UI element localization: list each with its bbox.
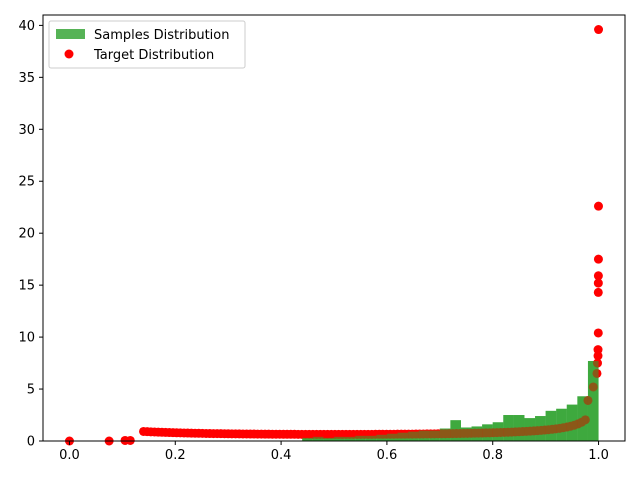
histogram-bar-overlay — [524, 418, 536, 441]
histogram-bar-overlay — [408, 431, 419, 441]
target-point — [125, 435, 135, 445]
histogram-bar-overlay — [302, 437, 313, 441]
histogram-bar-overlay — [503, 415, 514, 441]
histogram-bar-overlay — [429, 430, 440, 441]
y-tick-label: 0 — [27, 435, 35, 450]
histogram-bar-overlay — [323, 437, 334, 441]
histogram-bar-overlay — [312, 436, 324, 441]
y-tick-label: 30 — [18, 123, 35, 138]
x-axis: 0.0 0.2 0.4 0.6 0.8 1.0 — [59, 441, 609, 463]
target-point — [593, 201, 603, 211]
x-tick-label: 0.2 — [165, 448, 186, 463]
y-tick-label: 5 — [27, 383, 35, 398]
legend-marker-target — [64, 49, 74, 59]
histogram-bar-overlay — [334, 436, 345, 441]
y-tick-label: 40 — [18, 19, 35, 34]
target-point — [593, 278, 603, 288]
target-point — [593, 345, 603, 355]
x-tick-label: 0.6 — [377, 448, 398, 463]
histogram-bar-overlay — [386, 433, 398, 441]
legend-frame — [48, 20, 246, 69]
x-tick-label: 0.0 — [59, 448, 80, 463]
histogram-bar-overlay — [344, 436, 356, 441]
histogram-bar-overlay — [365, 435, 377, 441]
legend: Samples Distribution Target Distribution — [48, 20, 246, 69]
y-tick-label: 15 — [18, 279, 35, 294]
target-point — [593, 254, 603, 264]
x-tick-label: 1.0 — [588, 448, 609, 463]
histogram-bar-overlay — [376, 434, 387, 441]
histogram-bar-overlay — [535, 416, 546, 441]
histogram-bar-overlay — [418, 430, 430, 441]
target-point — [593, 271, 603, 281]
histogram-bar-overlay — [492, 422, 504, 441]
histogram-bar-overlay — [450, 420, 461, 441]
y-tick-label: 25 — [18, 175, 35, 190]
plot-area — [42, 14, 626, 446]
histogram-overlay-layer — [302, 360, 599, 441]
histogram-bar-overlay — [471, 426, 483, 441]
histogram-bar-overlay — [513, 415, 525, 441]
histogram-bar-overlay — [439, 428, 451, 441]
x-tick-label: 0.8 — [482, 448, 503, 463]
histogram-bar-overlay — [460, 427, 472, 441]
histogram-bar-overlay — [587, 360, 599, 441]
target-point — [593, 328, 603, 338]
histogram-bar-overlay — [482, 424, 493, 441]
y-tick-label: 35 — [18, 71, 35, 86]
target-point — [594, 25, 604, 35]
histogram-bar-overlay — [566, 404, 578, 441]
legend-swatch-samples — [56, 29, 85, 39]
x-tick-label: 0.4 — [271, 448, 292, 463]
legend-label-target: Target Distribution — [93, 48, 214, 63]
axes-frame — [42, 14, 626, 442]
histogram-bar-overlay — [577, 396, 588, 441]
histogram-bar-overlay — [355, 435, 366, 441]
y-axis: 0 5 10 15 20 25 30 35 40 — [18, 19, 43, 450]
legend-label-samples: Samples Distribution — [94, 28, 230, 43]
histogram-bar-overlay — [397, 432, 409, 441]
histogram-bar-overlay — [556, 408, 567, 441]
histogram-bar-overlay — [545, 410, 557, 441]
axes-background — [43, 15, 625, 441]
y-tick-label: 20 — [18, 227, 35, 242]
target-point — [593, 351, 603, 361]
target-point — [593, 287, 603, 297]
y-tick-label: 10 — [18, 331, 35, 346]
